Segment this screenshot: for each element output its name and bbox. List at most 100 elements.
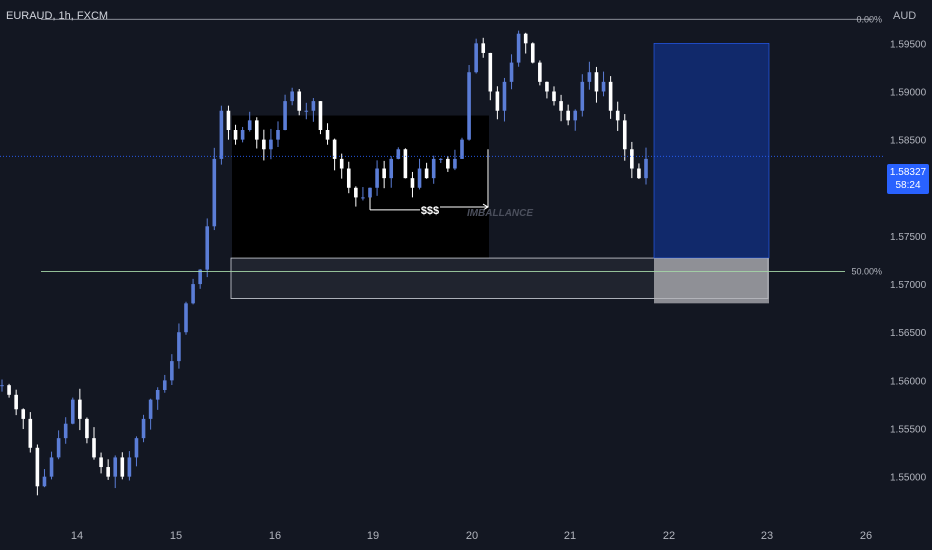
candle-body [502,81,507,111]
candle-body [438,158,443,160]
candle-body [644,158,648,179]
candle-body [325,130,330,140]
candle-body [481,43,486,53]
candle-body [92,438,96,458]
candle-body [594,72,599,92]
candle-body [488,52,493,92]
time-tick-label: 20 [466,530,478,542]
candle-body [608,81,613,111]
candle-body [106,467,110,477]
time-tick-label: 14 [71,530,83,542]
candle-body [304,110,309,112]
candle-body [99,457,103,468]
candle-body [63,423,68,439]
time-tick-label: 23 [761,530,773,542]
candle-body [509,62,514,82]
candle-body [346,168,351,188]
price-tick-label: 1.55000 [890,473,927,484]
imbalance-label: IMBALLANCE [467,208,533,219]
time-axis-bg [0,520,932,550]
time-tick-label: 15 [170,530,182,542]
annotations: 0.00% 50.00% $$$ IMBALLANCE [0,14,884,277]
fib-50-label: 50.00% [851,267,882,277]
candle-body [431,158,436,179]
candle-body [148,399,153,419]
candle-body [290,91,294,102]
candle-body [21,409,26,419]
candle-body [361,197,365,199]
candle-body [446,158,450,169]
candle-body [269,139,273,150]
candle-body [198,269,202,285]
candle-body [240,130,245,140]
candle-body [417,168,422,188]
candle-body [233,130,238,140]
candle-body [247,120,252,130]
position-target-zone [653,43,770,259]
currency-label: AUD [893,10,917,22]
candle-body [354,187,358,198]
price-axis-bg [884,0,932,550]
highlight-area [232,115,489,259]
candle-body [332,139,337,159]
candle-body [559,101,563,111]
price-tick-label: 1.57500 [890,232,927,243]
candle-body [552,91,556,102]
current-price-value: 1.58327 [889,167,927,178]
candle-body [637,168,641,179]
candle-body [56,438,61,458]
candle-body [49,457,54,477]
candle-body [382,168,386,179]
candle-body [177,332,181,362]
candle-body [35,447,40,487]
candle-body [467,72,471,140]
candle-body [276,130,280,140]
candle-body [212,158,217,227]
zones [230,43,770,304]
candle-body [615,110,620,121]
candle-body [134,438,139,458]
candle-body [545,81,549,92]
candle-body [120,457,125,477]
price-tick-label: 1.56000 [890,376,927,387]
candle-body [339,158,344,169]
candle-body [28,418,33,448]
price-tick-label: 1.59500 [890,39,927,50]
candle-body [113,457,118,477]
candle-body [516,33,521,63]
candle-countdown: 58:24 [895,180,921,191]
price-tick-label: 1.55500 [890,425,927,436]
candle-body [205,226,210,270]
candle-body [453,158,457,169]
time-tick-label: 21 [564,530,576,542]
candle-body [78,399,82,419]
candle-body [389,158,394,179]
candle-body [283,101,287,130]
candle-body [7,385,11,395]
candle-body [495,91,500,111]
candles [0,30,648,496]
candle-body [191,284,195,304]
time-tick-label: 22 [663,530,675,542]
candle-body [460,139,464,159]
candle-body [297,91,302,111]
candle-body [403,149,408,179]
candle-body [396,149,401,159]
current-price-tag: 1.58327 58:24 [887,164,929,194]
candle-body [311,101,316,111]
time-tick-label: 19 [367,530,379,542]
candle-body [580,81,585,111]
price-tick-label: 1.59000 [890,87,927,98]
candle-body [42,476,47,487]
symbol-label[interactable]: EURAUD, 1h, FXCM [6,10,109,22]
candle-body [368,187,372,198]
candle-body [170,361,174,381]
candle-body [85,418,89,439]
candle-body [601,81,606,92]
candle-body [184,303,188,333]
candle-body [474,43,478,73]
candle-body [318,101,323,130]
candle-body [587,72,592,82]
